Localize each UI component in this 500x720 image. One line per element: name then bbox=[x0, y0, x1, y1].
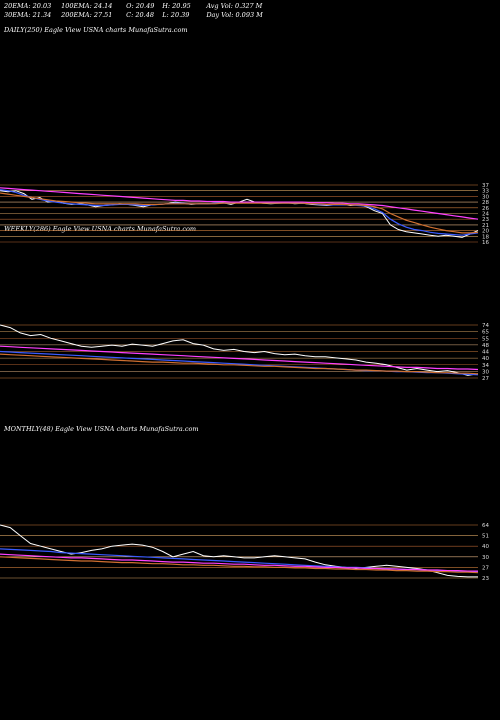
daily-tick-label: 28 bbox=[482, 200, 489, 206]
monthly-tick-label: 27 bbox=[482, 565, 489, 571]
daily-tick-label: 33 bbox=[482, 189, 489, 195]
weekly-tick-label: 65 bbox=[482, 330, 489, 336]
daily-tick-label: 20 bbox=[482, 229, 489, 235]
monthly-series-line-2 bbox=[0, 553, 478, 572]
weekly-series-line-0 bbox=[0, 324, 479, 376]
weekly-tick-label: 34 bbox=[482, 363, 489, 369]
open-value: O: 20.49 bbox=[126, 2, 155, 10]
weekly-tick-label: 44 bbox=[482, 350, 489, 356]
monthly-tick-label: 64 bbox=[482, 523, 489, 529]
weekly-series-line-3 bbox=[0, 353, 479, 375]
close-value: C: 20.48 bbox=[126, 11, 154, 19]
day-volume-value: Day Vol: 0.093 M bbox=[206, 11, 263, 19]
weekly-panel-label: WEEKLY(286) Eagle View USNA charts Munaf… bbox=[4, 225, 197, 233]
weekly-tick-label: 48 bbox=[482, 343, 489, 349]
monthly-series-line-0 bbox=[0, 524, 478, 578]
daily-tick-label: 24 bbox=[482, 212, 489, 218]
stats-header: 20EMA: 20.03 100EMA: 24.14 O: 20.49 H: 2… bbox=[4, 2, 263, 20]
monthly-chart: 64 51 40 30 27 23 bbox=[0, 523, 489, 582]
daily-tick-label: 37 bbox=[482, 183, 489, 189]
monthly-tick-label: 51 bbox=[482, 534, 489, 540]
daily-tick-label: 30 bbox=[482, 194, 489, 200]
weekly-series-line-2 bbox=[0, 345, 479, 371]
weekly-tick-label: 40 bbox=[482, 356, 489, 362]
daily-tick-label: 21 bbox=[482, 223, 489, 229]
weekly-tick-label: 55 bbox=[482, 336, 489, 342]
avg-volume-value: Avg Vol: 0.327 M bbox=[206, 2, 263, 10]
daily-tick-label: 18 bbox=[482, 234, 489, 240]
weekly-tick-label: 30 bbox=[482, 369, 489, 375]
daily-series-line-3 bbox=[0, 192, 479, 234]
daily-tick-label: 23 bbox=[482, 217, 489, 223]
weekly-tick-label: 74 bbox=[482, 323, 489, 329]
stats-row-2: 30EMA: 21.34 200EMA: 27.51 C: 20.48 L: 2… bbox=[4, 11, 263, 20]
low-value: L: 20.39 bbox=[162, 11, 190, 19]
high-value: H: 20.95 bbox=[162, 2, 191, 10]
monthly-panel-label: MONTHLY(48) Eagle View USNA charts Munaf… bbox=[4, 425, 199, 433]
monthly-tick-label: 40 bbox=[482, 544, 489, 550]
weekly-tick-label: 27 bbox=[482, 376, 489, 382]
daily-tick-label: 16 bbox=[482, 240, 489, 246]
daily-panel-label: DAILY(250) Eagle View USNA charts Munafa… bbox=[4, 26, 188, 34]
daily-tick-label: 26 bbox=[482, 206, 489, 212]
monthly-tick-label: 30 bbox=[482, 555, 489, 561]
monthly-tick-label: 23 bbox=[482, 576, 489, 582]
daily-series-line-2 bbox=[0, 187, 479, 220]
ema100-value: 100EMA: 24.14 bbox=[61, 2, 113, 10]
monthly-series-line-3 bbox=[0, 556, 479, 574]
stats-row-1: 20EMA: 20.03 100EMA: 24.14 O: 20.49 H: 2… bbox=[4, 2, 263, 11]
ema20-value: 20EMA: 20.03 bbox=[4, 2, 52, 10]
ema200-value: 200EMA: 27.51 bbox=[61, 11, 113, 19]
ema30-value: 30EMA: 21.34 bbox=[4, 11, 52, 19]
